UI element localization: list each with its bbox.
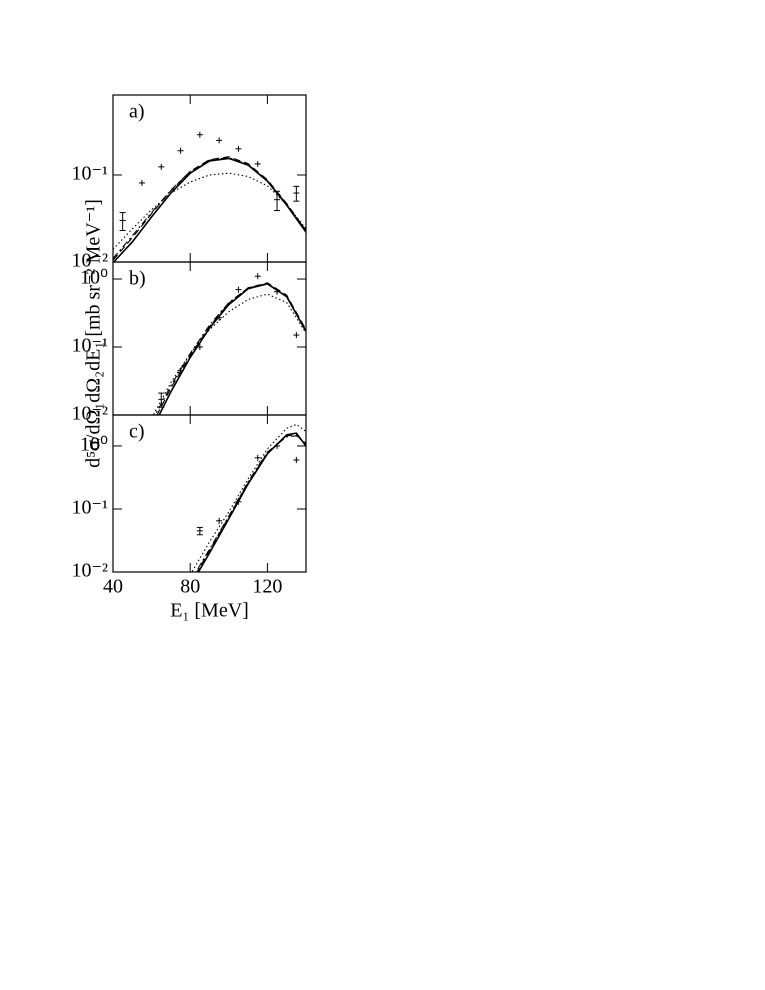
plot-frame [112, 414, 307, 573]
x-tick-label: 40 [103, 576, 123, 598]
data-point [177, 147, 184, 154]
data-point [138, 179, 145, 186]
data-point [119, 212, 126, 232]
data-point [254, 160, 261, 167]
curve [113, 157, 306, 259]
data-point [216, 137, 223, 144]
panel-label: c) [129, 421, 145, 443]
data-point [293, 185, 300, 202]
y-tick-label: 10⁻¹ [71, 497, 108, 519]
data-point [177, 367, 184, 374]
curve [158, 282, 306, 415]
data-point [235, 286, 242, 293]
data-point [196, 131, 203, 138]
panel-label: a) [129, 101, 145, 123]
curve [197, 432, 306, 572]
data-point [293, 456, 300, 463]
data-point [254, 273, 261, 280]
panel-label: b) [129, 268, 146, 290]
y-axis-label: d⁵σ/dΩ₁dΩ₂dE₁ [mb sr⁻² MeV⁻¹] [83, 199, 105, 468]
data-point [254, 454, 261, 461]
data-point [158, 163, 165, 170]
data-point [216, 517, 223, 524]
y-tick-label: 10⁻² [71, 560, 108, 582]
y-tick-label: 10⁰ [80, 267, 108, 289]
x-tick-label: 120 [252, 576, 282, 598]
curve [152, 293, 306, 415]
data-point [274, 190, 281, 212]
y-tick-label: 10⁻¹ [71, 335, 108, 357]
curve [196, 434, 306, 572]
curve [113, 172, 306, 250]
x-tick-label: 80 [180, 576, 200, 598]
curve [195, 435, 306, 572]
y-tick-label: 10⁻² [71, 403, 108, 425]
data-point [158, 392, 165, 408]
data-point [196, 344, 203, 351]
y-tick-label: 10⁻² [71, 250, 108, 272]
data-point [216, 314, 223, 321]
curve [154, 282, 306, 415]
y-tick-label: 10⁰ [80, 434, 108, 456]
y-tick-label: 10⁻¹ [71, 163, 108, 185]
data-point [293, 332, 300, 339]
x-axis-label: E₁ [MeV] [170, 600, 249, 622]
data-point [196, 526, 203, 536]
data-point [274, 442, 281, 449]
curve [191, 423, 306, 572]
data-point [274, 288, 281, 295]
data-point [235, 145, 242, 152]
data-point [235, 498, 242, 505]
